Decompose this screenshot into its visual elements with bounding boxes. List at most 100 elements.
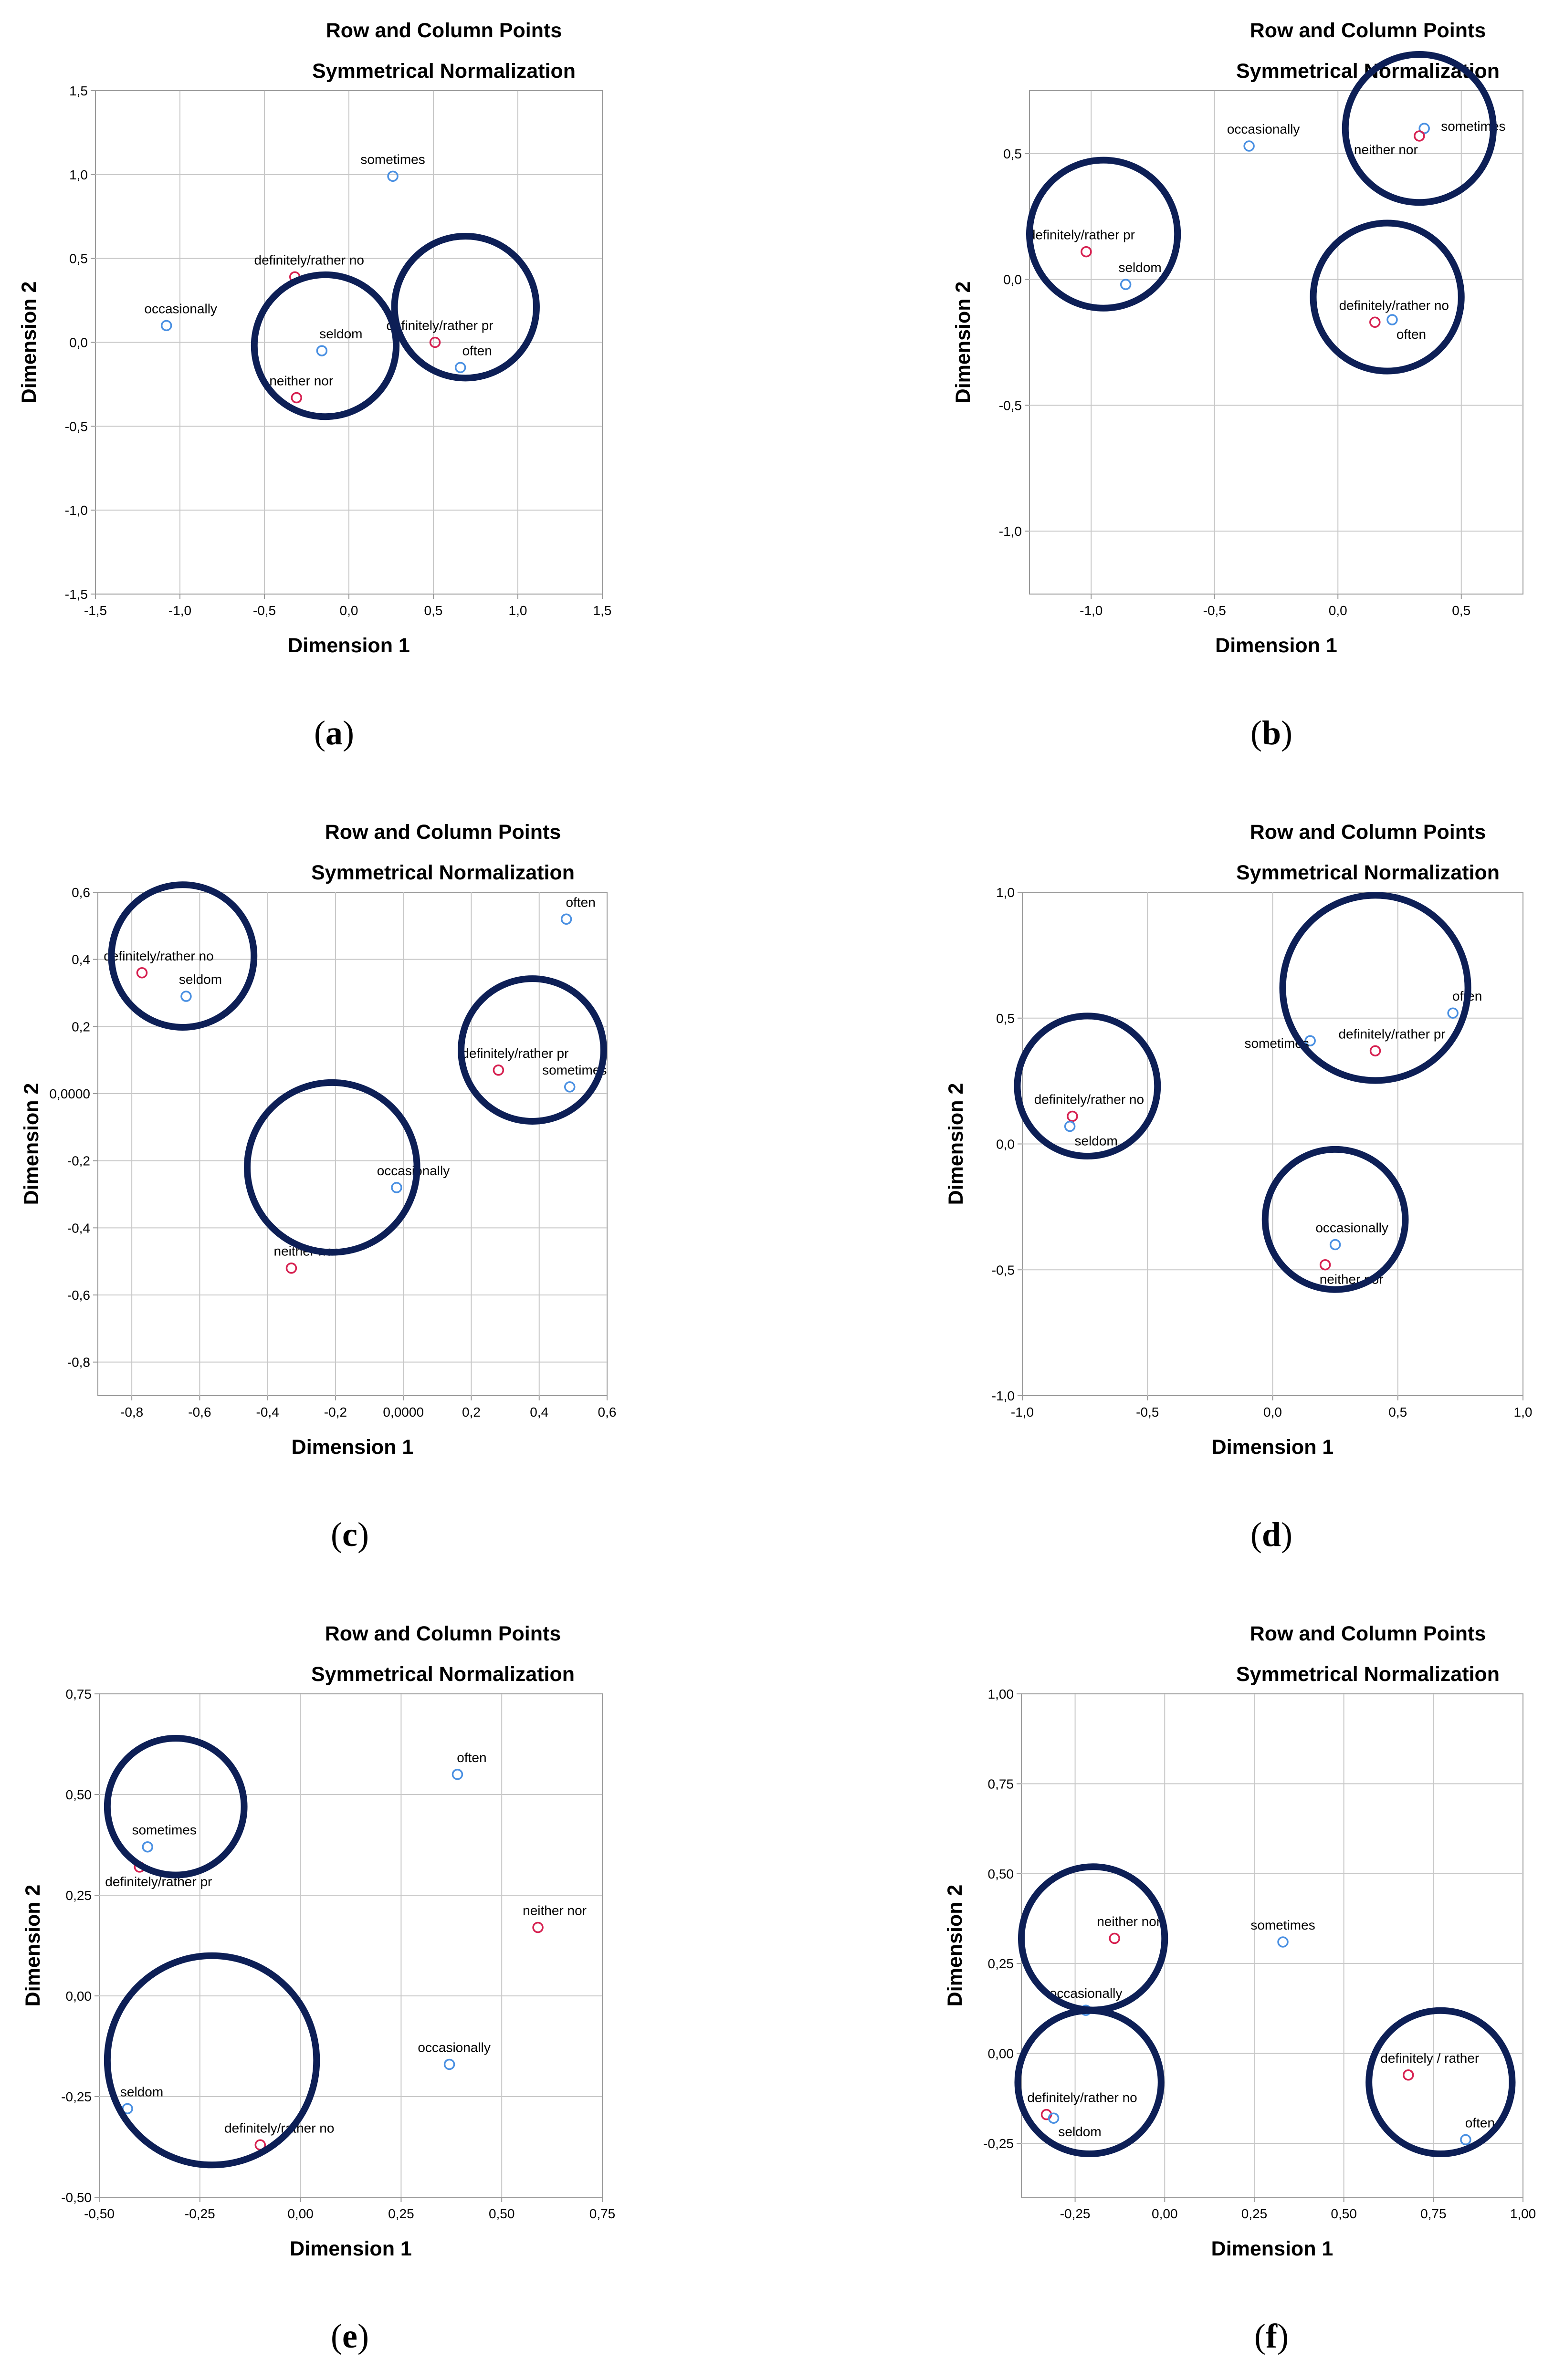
point-label: neither nor bbox=[1097, 1914, 1161, 1929]
y-tick-label: 0,2 bbox=[72, 1019, 90, 1034]
chart-panel-c: Row and Column Points Symmetrical Normali… bbox=[20, 821, 616, 1554]
chart-subtitle: Symmetrical Normalization bbox=[311, 1663, 575, 1686]
y-tick-label: 0,0 bbox=[996, 1137, 1015, 1152]
highlight-circle bbox=[1310, 219, 1465, 375]
y-tick-label: -0,2 bbox=[67, 1154, 90, 1169]
y-tick-label: 0,50 bbox=[66, 1787, 92, 1802]
point-label: definitely/rather no bbox=[254, 252, 364, 267]
point-label: definitely/rather pr bbox=[1338, 1026, 1445, 1041]
point-label: definitely/rather no bbox=[1027, 2090, 1137, 2105]
point-row-marker bbox=[136, 967, 148, 979]
x-tick-label: -0,5 bbox=[1136, 1405, 1159, 1420]
highlight-circle bbox=[1365, 2007, 1516, 2157]
chart-title: Row and Column Points bbox=[325, 821, 561, 844]
x-tick-label: -1,0 bbox=[168, 603, 191, 618]
point-label: definitely/rather no bbox=[1339, 298, 1449, 313]
chart-panel-f: Row and Column Points Symmetrical Normali… bbox=[944, 1622, 1536, 2355]
y-axis-title: Dimension 2 bbox=[945, 1083, 967, 1205]
point-label: definitely / rather bbox=[1380, 2051, 1479, 2066]
chart-title: Row and Column Points bbox=[1250, 19, 1486, 42]
point-label: neither nor bbox=[523, 1903, 587, 1918]
x-tick-label: 0,50 bbox=[1331, 2206, 1357, 2221]
chart-title: Row and Column Points bbox=[1250, 821, 1486, 844]
x-tick-label: -1,5 bbox=[84, 603, 107, 618]
point-label: definitely/rather pr bbox=[462, 1046, 568, 1061]
point-label: occasionally bbox=[1050, 1986, 1123, 2001]
point-label: occasionally bbox=[1315, 1221, 1388, 1235]
point-label: sometimes bbox=[132, 1823, 196, 1837]
y-tick-label: 1,0 bbox=[69, 167, 88, 182]
point-label: sometimes bbox=[360, 152, 425, 167]
x-tick-label: 0,4 bbox=[530, 1405, 548, 1420]
chart-subtitle: Symmetrical Normalization bbox=[1236, 861, 1500, 884]
point-column-marker bbox=[1447, 1007, 1459, 1019]
x-tick-label: 0,0 bbox=[1263, 1405, 1282, 1420]
y-tick-label: 0,0000 bbox=[49, 1086, 90, 1101]
y-tick-label: -1,0 bbox=[992, 1388, 1015, 1403]
y-axis-title: Dimension 2 bbox=[21, 1885, 44, 2007]
x-tick-label: -0,25 bbox=[185, 2206, 215, 2221]
point-label: definitely/rather no bbox=[104, 949, 213, 963]
point-label: seldom bbox=[1058, 2124, 1101, 2139]
y-tick-label: 0,50 bbox=[988, 1867, 1014, 1881]
point-label: seldom bbox=[179, 972, 222, 987]
highlight-circle bbox=[391, 232, 540, 382]
point-column-marker bbox=[387, 170, 399, 182]
y-tick-label: 1,0 bbox=[996, 885, 1015, 900]
y-tick-label: -0,6 bbox=[67, 1288, 90, 1303]
point-row-marker bbox=[285, 1262, 297, 1274]
y-tick-label: -1,5 bbox=[65, 587, 88, 602]
x-axis-title: Dimension 1 bbox=[288, 634, 410, 657]
x-tick-label: 1,5 bbox=[593, 603, 612, 618]
y-tick-label: -0,5 bbox=[992, 1263, 1015, 1277]
highlight-circle bbox=[1014, 2007, 1165, 2157]
point-column-marker bbox=[180, 991, 192, 1002]
point-row-marker bbox=[291, 392, 303, 404]
point-column-marker bbox=[1460, 2134, 1471, 2146]
x-tick-label: 0,50 bbox=[489, 2206, 515, 2221]
chart-title: Row and Column Points bbox=[1250, 1622, 1486, 1645]
chart-title: Row and Column Points bbox=[325, 1622, 561, 1645]
chart-subtitle: Symmetrical Normalization bbox=[312, 60, 576, 83]
panel-caption: (e) bbox=[331, 2317, 369, 2355]
y-tick-label: -0,5 bbox=[999, 398, 1022, 413]
point-column-marker bbox=[391, 1182, 402, 1193]
point-column-marker bbox=[316, 345, 328, 356]
plot-area bbox=[99, 1693, 603, 2198]
chart-panel-a: Row and Column Points Symmetrical Normali… bbox=[18, 19, 612, 752]
point-label: definitely/rather no bbox=[224, 2120, 334, 2135]
y-tick-label: -0,25 bbox=[983, 2136, 1014, 2151]
point-row-marker bbox=[1414, 130, 1425, 142]
x-tick-label: 0,25 bbox=[388, 2206, 414, 2221]
x-tick-label: 0,0 bbox=[1329, 603, 1347, 618]
y-tick-label: 0,5 bbox=[69, 251, 88, 266]
point-row-marker bbox=[1081, 246, 1092, 258]
x-tick-label: -1,0 bbox=[1080, 603, 1102, 618]
highlight-circle bbox=[251, 271, 400, 420]
point-label: seldom bbox=[1075, 1134, 1118, 1148]
y-tick-label: -1,0 bbox=[999, 524, 1022, 539]
chart-panel-e: Row and Column Points Symmetrical Normali… bbox=[21, 1622, 615, 2355]
point-label: seldom bbox=[319, 326, 362, 341]
point-column-marker bbox=[1277, 1936, 1289, 1948]
highlight-circle bbox=[104, 1734, 248, 1879]
x-tick-label: 1,00 bbox=[1510, 2206, 1536, 2221]
chart-title: Row and Column Points bbox=[326, 19, 562, 42]
point-label: definitely/rather no bbox=[1034, 1092, 1144, 1106]
point-label: occasionally bbox=[1227, 122, 1300, 136]
x-tick-label: 0,0 bbox=[340, 603, 358, 618]
x-tick-label: 1,0 bbox=[1514, 1405, 1533, 1420]
point-row-marker bbox=[1369, 316, 1381, 328]
y-tick-label: 0,5 bbox=[1003, 146, 1022, 161]
x-tick-label: 0,5 bbox=[1388, 1405, 1407, 1420]
point-label: seldom bbox=[120, 2084, 163, 2099]
point-label: occasionally bbox=[144, 301, 217, 316]
highlight-circle bbox=[1026, 157, 1181, 312]
highlight-circle bbox=[1279, 892, 1471, 1084]
plot-area bbox=[97, 892, 608, 1396]
y-tick-label: 0,6 bbox=[72, 885, 90, 900]
x-axis-title: Dimension 1 bbox=[1215, 634, 1337, 657]
y-tick-label: 0,25 bbox=[66, 1888, 92, 1903]
x-axis-title: Dimension 1 bbox=[292, 1436, 414, 1459]
